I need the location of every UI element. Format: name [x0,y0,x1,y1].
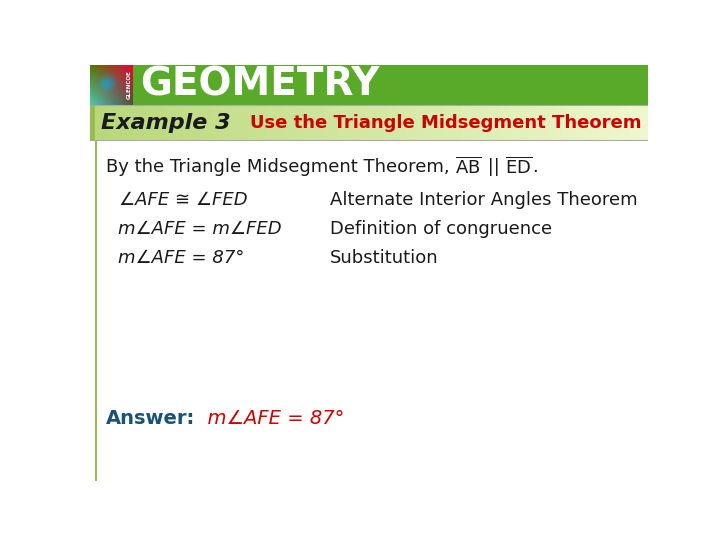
Bar [527,105,537,140]
Bar [174,105,184,140]
Bar [555,105,565,140]
Bar [90,105,94,140]
Bar [583,105,593,140]
Bar [137,105,147,140]
Bar [94,140,96,481]
Bar [239,105,249,140]
Text: Use the Triangle Midsegment Theorem: Use the Triangle Midsegment Theorem [251,113,642,132]
Bar [508,105,518,140]
Text: GEOMETRY: GEOMETRY [140,66,379,104]
Bar [481,105,490,140]
Bar [192,105,202,140]
Bar [434,105,444,140]
Bar [99,105,109,140]
Bar [90,105,100,140]
Bar [341,105,351,140]
Bar [639,105,649,140]
Bar [258,105,267,140]
Bar [546,105,556,140]
Bar [183,105,193,140]
Bar [601,105,611,140]
Bar [118,105,128,140]
Bar [276,105,286,140]
Bar [90,65,648,105]
Bar [564,105,575,140]
Text: ||: || [482,158,505,176]
Text: $\overline{\mathrm{ED}}$: $\overline{\mathrm{ED}}$ [505,157,532,178]
Text: m∠AFE = 87°: m∠AFE = 87° [194,409,344,429]
Bar [378,105,388,140]
Text: Answer:: Answer: [106,409,194,429]
Bar [248,105,258,140]
Bar [499,105,509,140]
Text: ∠AFE ≅ ∠FED: ∠AFE ≅ ∠FED [120,191,248,208]
Bar [351,105,361,140]
Bar [490,105,500,140]
Bar [369,105,379,140]
Text: m∠AFE = m∠FED: m∠AFE = m∠FED [118,220,282,238]
Bar [620,105,630,140]
Bar [415,105,426,140]
Bar [202,105,212,140]
Text: Definition of congruence: Definition of congruence [330,220,552,238]
Bar [285,105,295,140]
Bar [323,105,333,140]
Bar [629,105,639,140]
Bar [332,105,342,140]
Bar [406,105,416,140]
Bar [211,105,221,140]
Text: Example 3: Example 3 [101,112,230,132]
Bar [313,105,323,140]
Bar [266,105,276,140]
Bar [453,105,463,140]
Text: $\overline{\mathrm{AB}}$: $\overline{\mathrm{AB}}$ [455,157,482,178]
Bar [593,105,602,140]
Bar [164,105,174,140]
Bar [230,105,240,140]
Bar [518,105,528,140]
Bar [462,105,472,140]
Bar [155,105,165,140]
Bar [444,105,454,140]
Bar [425,105,435,140]
Text: .: . [532,158,538,176]
Bar [472,105,482,140]
Bar [304,105,314,140]
Bar [360,105,370,140]
Text: By the Triangle Midsegment Theorem,: By the Triangle Midsegment Theorem, [106,158,455,176]
Bar [611,105,621,140]
Text: GLENCOE: GLENCOE [127,70,132,99]
Bar [397,105,407,140]
Bar [536,105,546,140]
Text: m∠AFE = 87°: m∠AFE = 87° [118,249,244,267]
Bar [145,105,156,140]
Bar [387,105,397,140]
Bar [220,105,230,140]
Bar [109,105,119,140]
Text: Alternate Interior Angles Theorem: Alternate Interior Angles Theorem [330,191,638,208]
Text: Substitution: Substitution [330,249,439,267]
Bar [127,105,138,140]
Bar [294,105,305,140]
Bar [574,105,584,140]
